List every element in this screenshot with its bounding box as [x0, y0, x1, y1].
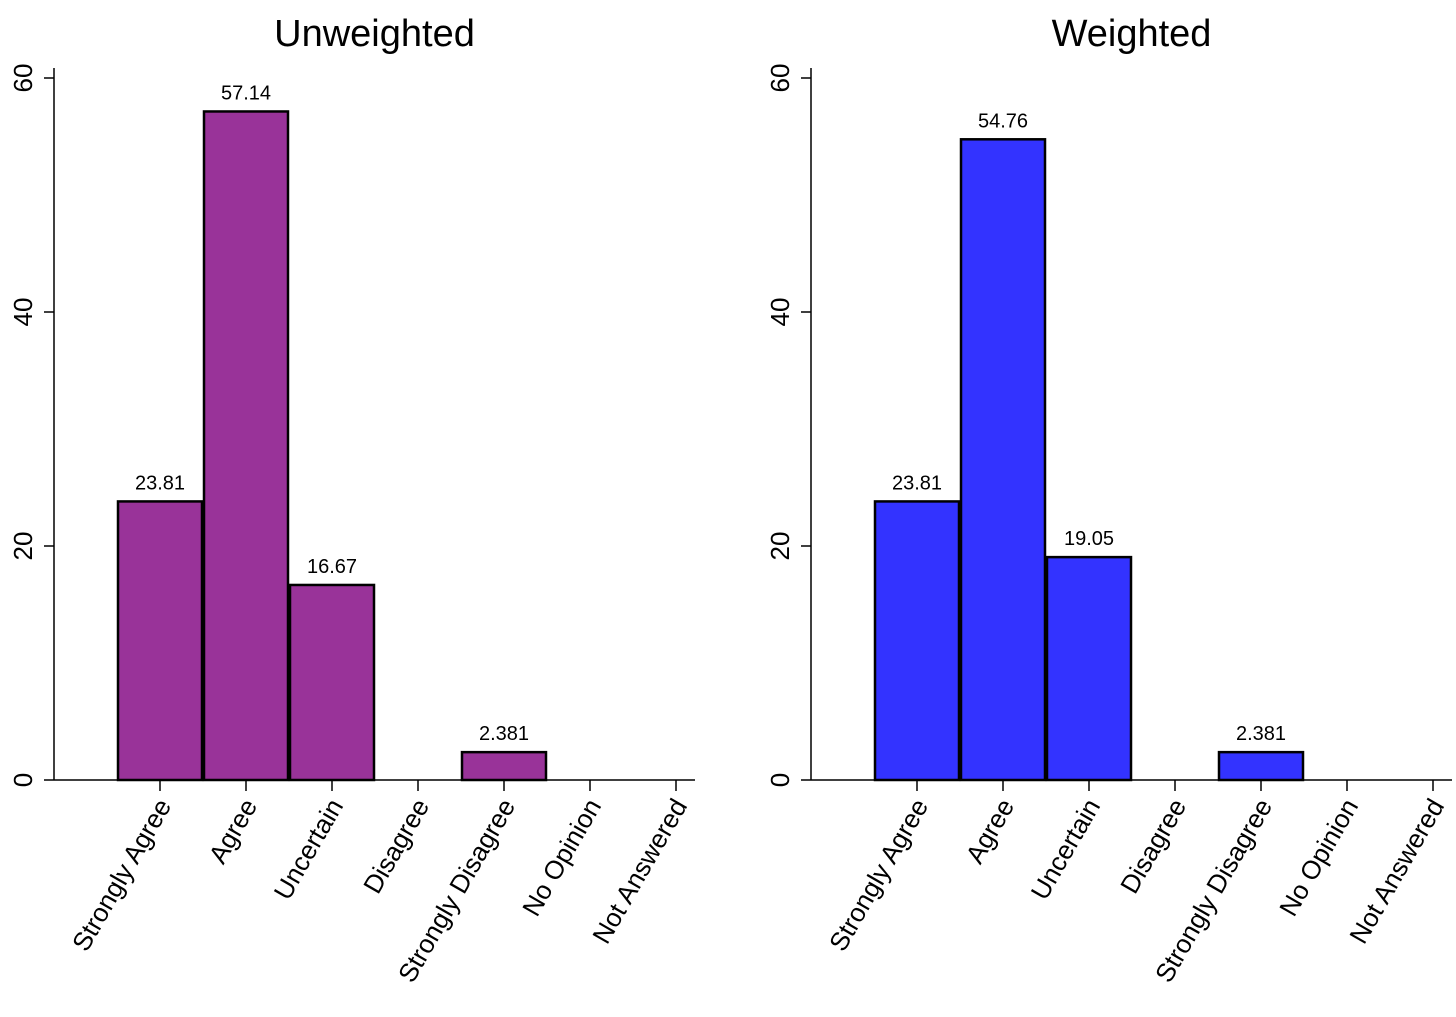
- y-tick-label: 40: [8, 298, 38, 327]
- bar: [1045, 555, 1133, 782]
- y-tick-label: 20: [8, 532, 38, 561]
- bar: [202, 110, 290, 782]
- bar: [116, 500, 204, 782]
- value-label: 57.14: [221, 82, 271, 104]
- chart-unweighted: Unweighted 0 20 40 60 23.81 Strongly Agree 57.1…: [8, 13, 695, 987]
- value-label: 23.81: [135, 472, 185, 494]
- x-tick-label: Strongly Agree: [823, 793, 934, 956]
- value-label: 2.381: [1236, 723, 1286, 745]
- bar: [873, 500, 961, 782]
- x-tick-label: Disagree: [1114, 793, 1192, 898]
- y-tick-label: 0: [765, 773, 795, 787]
- value-label: 16.67: [307, 556, 357, 578]
- chart-weighted: Weighted 0 20 40 60 23.81 Strongly Agree 54.76 A…: [765, 13, 1452, 987]
- y-tick-label: 0: [8, 773, 38, 787]
- x-tick-label: Disagree: [357, 793, 435, 898]
- y-tick-label: 20: [765, 532, 795, 561]
- y-tick-label: 60: [8, 64, 38, 93]
- bar: [1217, 750, 1305, 782]
- bar: [288, 583, 376, 782]
- x-tick-label: Uncertain: [1025, 793, 1107, 904]
- x-tick-label: Agree: [959, 793, 1020, 868]
- value-label: 19.05: [1064, 528, 1114, 550]
- x-tick-label: Uncertain: [268, 793, 350, 904]
- y-tick-label: 40: [765, 298, 795, 327]
- bar: [959, 138, 1047, 782]
- x-tick-label: Strongly Agree: [66, 793, 177, 956]
- bar: [460, 750, 548, 782]
- value-label: 2.381: [479, 723, 529, 745]
- value-label: 54.76: [978, 110, 1028, 132]
- x-tick-label: Agree: [202, 793, 263, 868]
- value-label: 23.81: [892, 472, 942, 494]
- x-tick-label: No Opinion: [1273, 793, 1364, 921]
- chart-title: Weighted: [1052, 13, 1212, 55]
- chart-title: Unweighted: [274, 13, 475, 55]
- y-tick-label: 60: [765, 64, 795, 93]
- x-tick-label: No Opinion: [516, 793, 607, 921]
